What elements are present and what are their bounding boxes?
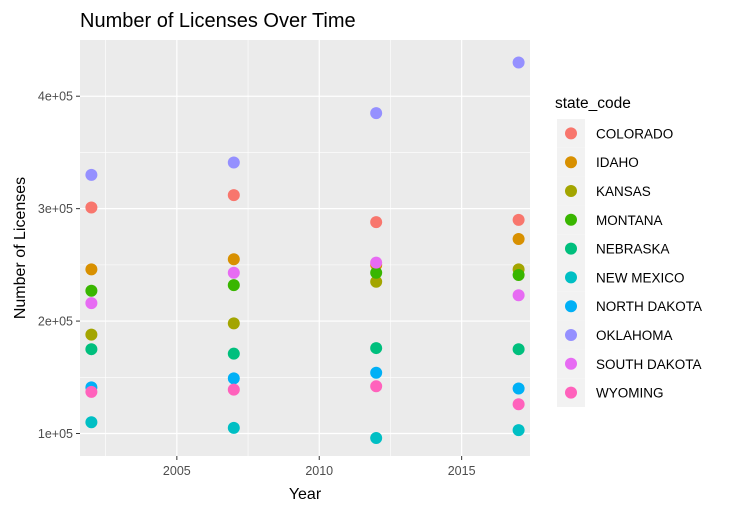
point-montana	[370, 266, 383, 279]
minor-gridlines	[80, 40, 530, 456]
legend-label-wyoming: WYOMING	[596, 386, 664, 401]
point-south-dakota	[370, 256, 383, 269]
point-wyoming	[512, 398, 525, 411]
point-wyoming	[227, 383, 240, 396]
legend-label-new-mexico: NEW MEXICO	[596, 270, 685, 285]
point-wyoming	[85, 385, 98, 398]
x-axis: 2005 2010 2015	[163, 456, 476, 478]
y-tick-label: 4e+05	[38, 90, 73, 104]
point-idaho	[85, 263, 98, 276]
point-new-mexico	[512, 424, 525, 437]
legend-label-nebraska: NEBRASKA	[596, 242, 670, 257]
legend-marker-montana	[565, 213, 577, 226]
legend-label-montana: MONTANA	[596, 213, 663, 228]
major-gridlines	[80, 40, 530, 456]
point-kansas	[85, 328, 98, 341]
point-new-mexico	[370, 432, 383, 445]
point-colorado	[85, 201, 98, 214]
legend-label-idaho: IDAHO	[596, 155, 639, 170]
point-montana	[227, 279, 240, 292]
y-axis-title: Number of Licenses	[12, 177, 29, 319]
point-montana	[512, 268, 525, 281]
point-new-mexico	[227, 421, 240, 434]
legend-marker-colorado	[565, 127, 577, 140]
point-north-dakota	[227, 372, 240, 385]
point-nebraska	[370, 342, 383, 355]
data-points	[85, 56, 525, 445]
y-tick-label: 2e+05	[38, 315, 73, 329]
legend-marker-oklahoma	[565, 329, 577, 341]
legend-label-colorado: COLORADO	[596, 126, 673, 141]
point-oklahoma	[85, 168, 98, 181]
point-colorado	[512, 213, 525, 226]
x-axis-title: Year	[289, 486, 322, 503]
point-kansas	[227, 317, 240, 330]
legend-marker-north-dakota	[565, 300, 577, 313]
y-axis: 1e+05 2e+05 3e+05 4e+05	[38, 90, 80, 441]
legend-marker-nebraska	[565, 242, 577, 255]
point-colorado	[370, 216, 383, 229]
point-new-mexico	[85, 416, 98, 429]
legend-title: state_code	[555, 95, 631, 112]
point-nebraska	[227, 347, 240, 360]
point-kansas	[370, 275, 383, 288]
point-south-dakota	[227, 266, 240, 279]
point-oklahoma	[227, 156, 240, 169]
point-south-dakota	[512, 289, 525, 302]
legend-label-south-dakota: SOUTH DAKOTA	[596, 357, 702, 372]
legend-label-oklahoma: OKLAHOMA	[596, 328, 673, 343]
legend-marker-south-dakota	[565, 357, 577, 370]
point-north-dakota	[370, 366, 383, 379]
y-tick-label: 1e+05	[38, 427, 73, 441]
x-tick-label: 2005	[163, 464, 191, 478]
point-nebraska	[512, 343, 525, 356]
y-tick-label: 3e+05	[38, 202, 73, 216]
legend-marker-idaho	[565, 156, 577, 169]
x-tick-label: 2010	[305, 464, 333, 478]
point-north-dakota	[512, 382, 525, 395]
legend-marker-wyoming	[565, 386, 577, 399]
legend-marker-new-mexico	[565, 271, 577, 284]
legend-marker-kansas	[565, 185, 577, 197]
point-wyoming	[370, 380, 383, 393]
point-south-dakota	[85, 297, 98, 310]
point-montana	[85, 284, 98, 297]
point-idaho	[512, 233, 525, 246]
plot-panel	[80, 40, 530, 456]
point-colorado	[227, 189, 240, 202]
legend: state_code COLORADO IDAHO KANSAS MONTANA NEB…	[555, 95, 702, 407]
legend-label-kansas: KANSAS	[596, 184, 651, 199]
point-oklahoma	[370, 107, 383, 120]
point-idaho	[227, 253, 240, 266]
chart-title: Number of Licenses Over Time	[80, 10, 356, 32]
legend-label-north-dakota: NORTH DAKOTA	[596, 299, 702, 314]
point-oklahoma	[512, 56, 525, 69]
x-tick-label: 2015	[448, 464, 476, 478]
point-nebraska	[85, 343, 98, 356]
legend-items: COLORADO IDAHO KANSAS MONTANA NEBRASKA NEW ME…	[557, 119, 702, 407]
